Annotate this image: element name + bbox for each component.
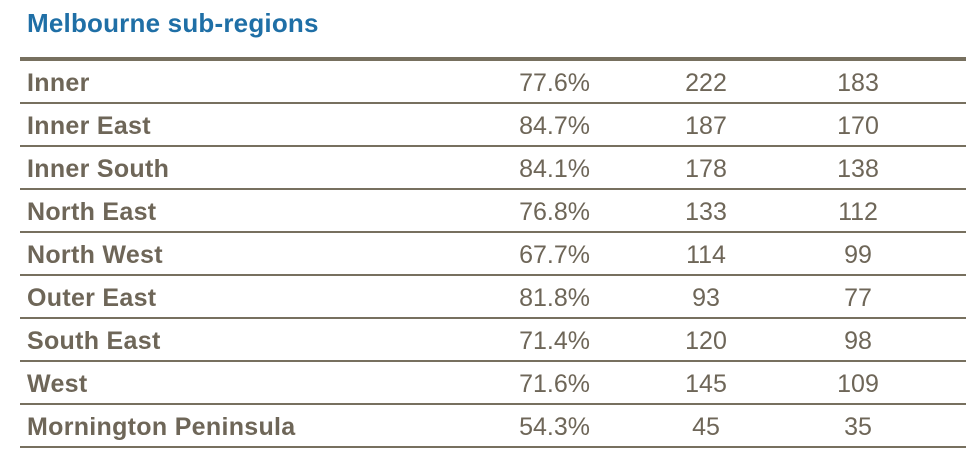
- region-name: Inner East: [27, 112, 151, 140]
- region-value-1: 120: [685, 327, 727, 355]
- sub-regions-table: Inner 77.6% 222 183 Inner East 84.7% 187…: [20, 57, 966, 448]
- region-value-2: 98: [844, 327, 872, 355]
- table-row: Mornington Peninsula 54.3% 45 35: [20, 405, 966, 448]
- region-name: Inner: [27, 69, 90, 97]
- region-value-2: 170: [837, 112, 879, 140]
- table-row: North West 67.7% 114 99: [20, 233, 966, 276]
- region-percentage: 54.3%: [519, 413, 590, 441]
- region-percentage: 84.1%: [519, 155, 590, 183]
- region-value-2: 99: [844, 241, 872, 269]
- region-value-1: 187: [685, 112, 727, 140]
- table-row: South East 71.4% 120 98: [20, 319, 966, 362]
- region-value-2: 183: [837, 69, 879, 97]
- table-row: Inner South 84.1% 178 138: [20, 147, 966, 190]
- region-value-1: 222: [685, 69, 727, 97]
- table-row: Inner 77.6% 222 183: [20, 61, 966, 104]
- region-value-2: 138: [837, 155, 879, 183]
- region-percentage: 71.6%: [519, 370, 590, 398]
- region-value-1: 178: [685, 155, 727, 183]
- region-value-1: 114: [686, 241, 726, 269]
- region-percentage: 84.7%: [519, 112, 590, 140]
- region-value-1: 93: [692, 284, 720, 312]
- region-value-2: 112: [838, 198, 878, 226]
- region-percentage: 71.4%: [519, 327, 590, 355]
- region-percentage: 77.6%: [519, 69, 590, 97]
- region-value-2: 77: [844, 284, 872, 312]
- region-percentage: 76.8%: [519, 198, 590, 226]
- table-title: Melbourne sub-regions: [27, 8, 319, 38]
- table-row: Outer East 81.8% 93 77: [20, 276, 966, 319]
- region-percentage: 67.7%: [519, 241, 590, 269]
- region-name: Inner South: [27, 155, 170, 183]
- table-row: West 71.6% 145 109: [20, 362, 966, 405]
- region-value-1: 133: [685, 198, 727, 226]
- region-name: North East: [27, 198, 157, 226]
- region-value-1: 145: [685, 370, 727, 398]
- region-name: Outer East: [27, 284, 157, 312]
- table-row: North East 76.8% 133 112: [20, 190, 966, 233]
- region-value-2: 109: [837, 370, 879, 398]
- region-value-2: 35: [844, 413, 872, 441]
- region-name: Mornington Peninsula: [27, 413, 296, 441]
- region-name: West: [27, 370, 88, 398]
- region-name: South East: [27, 327, 161, 355]
- region-name: North West: [27, 241, 163, 269]
- table-row: Inner East 84.7% 187 170: [20, 104, 966, 147]
- region-percentage: 81.8%: [519, 284, 590, 312]
- region-value-1: 45: [692, 413, 720, 441]
